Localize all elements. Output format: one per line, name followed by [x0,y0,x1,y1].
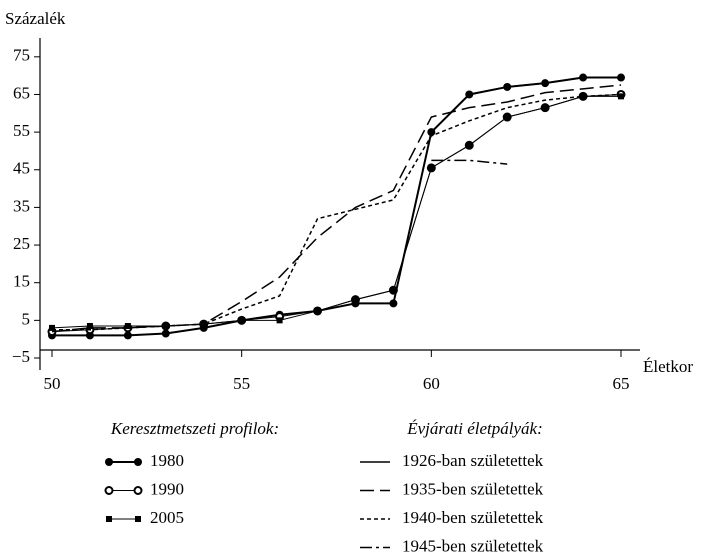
series-line [52,76,621,337]
x-tick-label: 65 [613,374,630,393]
legend-title: Évjárati életpályák: [406,419,542,438]
marker [428,164,435,171]
y-tick-label: 65 [13,83,30,102]
legend-title: Keresztmetszeti profilok: [110,419,279,438]
marker [276,317,283,324]
legend-label: 1945-ben születettek [402,536,544,555]
marker [466,142,473,149]
marker [134,458,142,466]
series-line [51,95,621,329]
x-axis-label: Életkor [643,357,693,376]
marker [133,486,143,495]
y-tick-label: 75 [13,46,30,65]
series-line [431,159,508,165]
y-tick-label: 55 [13,121,30,140]
series-line [51,84,622,333]
marker [390,287,397,294]
marker [124,323,131,329]
marker [161,329,170,338]
legend-label: 1935-ben születettek [402,479,544,498]
legend-label: 2005 [150,508,184,527]
y-tick-label: 45 [13,159,30,178]
marker [104,486,114,495]
legend-label: 1990 [150,479,184,498]
marker [135,516,141,522]
y-tick-label: 25 [13,234,30,253]
marker [504,114,511,121]
marker [86,323,93,329]
y-tick-label: 5 [22,309,31,328]
marker [106,516,112,522]
legend-label: 1940-ben születettek [402,508,544,527]
x-tick-label: 55 [233,374,250,393]
marker [105,458,113,466]
marker [123,331,132,340]
x-tick-label: 50 [44,374,61,393]
marker [238,317,245,324]
y-tick-label: 15 [13,272,30,291]
marker [49,324,55,331]
legend-label: 1926-ban születettek [402,451,544,470]
marker [314,307,321,314]
marker [542,104,549,111]
y-axis-label: Százalék [5,9,66,28]
series-line [51,93,622,333]
y-tick-label: −5 [12,347,30,366]
legend-label: 1980 [150,451,184,470]
y-tick-label: 35 [13,196,30,215]
series-line [430,76,621,133]
marker [389,299,398,308]
marker [580,93,587,100]
marker [352,296,359,303]
series-line [52,93,622,331]
x-tick-label: 60 [423,374,440,393]
marker [618,93,624,100]
